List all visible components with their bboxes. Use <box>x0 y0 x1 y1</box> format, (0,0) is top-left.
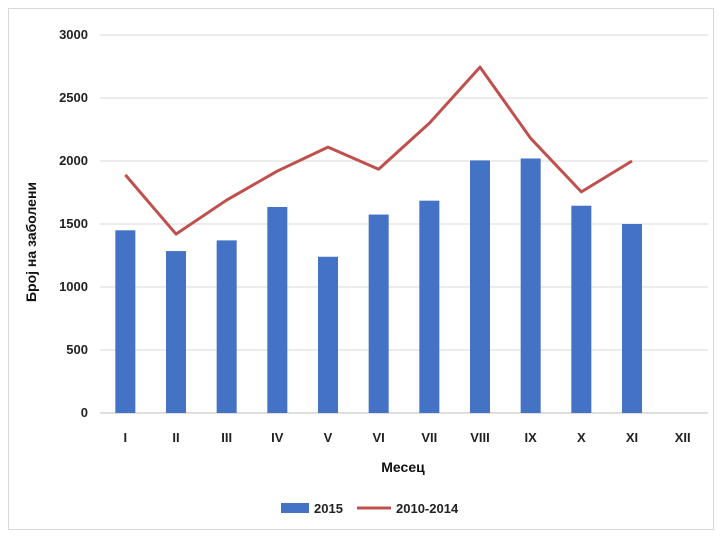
bar-2015-III <box>216 240 237 413</box>
x-tick-label: X <box>577 430 586 445</box>
y-axis-title: Број на заболени <box>23 182 39 302</box>
bar-series <box>115 158 642 413</box>
y-axis-ticks: 0 500 1000 1500 2000 2500 3000 <box>59 27 88 420</box>
x-tick-label: XII <box>675 430 691 445</box>
x-tick-label: VII <box>421 430 437 445</box>
y-tick-label: 2000 <box>59 153 88 168</box>
y-tick-label: 1000 <box>59 279 88 294</box>
line-series <box>124 65 633 236</box>
legend-label-2010-2014: 2010-2014 <box>396 501 459 516</box>
gridlines <box>100 34 708 414</box>
x-tick-label: IV <box>271 430 284 445</box>
bar-2015-IV <box>267 206 288 413</box>
y-tick-label: 2500 <box>59 90 88 105</box>
bar-2015-VII <box>419 200 440 413</box>
line-2010-2014 <box>124 65 633 236</box>
x-tick-label: XI <box>626 430 638 445</box>
bar-2015-XI <box>622 224 642 413</box>
bar-2015-V <box>318 256 338 413</box>
bar-2015-X <box>571 205 592 413</box>
legend-label-2015: 2015 <box>314 501 343 516</box>
bar-2015-II <box>166 251 186 413</box>
x-axis-title: Месец <box>381 459 425 475</box>
x-tick-label: I <box>124 430 128 445</box>
y-tick-label: 0 <box>81 405 88 420</box>
x-tick-label: VI <box>373 430 385 445</box>
x-tick-label: IX <box>525 430 538 445</box>
legend-swatch-2015 <box>281 503 309 513</box>
x-tick-label: VIII <box>470 430 490 445</box>
bar-2015-I <box>115 230 136 413</box>
x-tick-label: II <box>172 430 179 445</box>
bar-2015-VIII <box>470 160 490 413</box>
y-tick-label: 500 <box>66 342 88 357</box>
bar-2015-VI <box>368 214 389 413</box>
legend: 2015 2010-2014 <box>281 501 459 516</box>
y-tick-label: 1500 <box>59 216 88 231</box>
x-axis-ticks: I II III IV V VI VII VIII IX X XI XII <box>124 430 691 445</box>
x-tick-label: III <box>221 430 232 445</box>
bar-2015-IX <box>520 158 541 413</box>
y-tick-label: 3000 <box>59 27 88 42</box>
x-tick-label: V <box>324 430 333 445</box>
